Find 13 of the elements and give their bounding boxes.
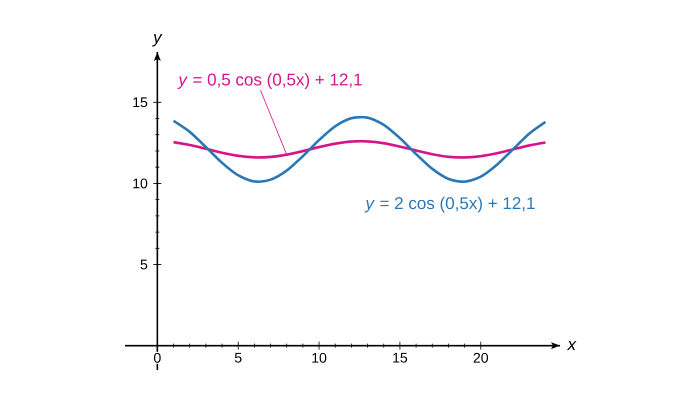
x-tick-label: 15 (393, 352, 408, 363)
x-tick-label: 5 (234, 352, 242, 363)
x-axis-title: x (566, 341, 577, 350)
x-tick-label: 20 (474, 352, 488, 363)
y-tick-label: 15 (133, 97, 148, 108)
text: y = 0,5 cos (0,5x) + 12,1 (177, 73, 362, 89)
y-tick-label: 10 (133, 178, 148, 188)
x-tick-label: 0 (154, 352, 161, 363)
line-series (172, 116, 547, 183)
y-tick-label: 5 (140, 260, 148, 270)
series-label: y = 2 cos (0,5x) + 12,1 (364, 196, 535, 213)
y-axis-title: y (152, 34, 162, 46)
x-tick-label: 10 (312, 352, 326, 363)
